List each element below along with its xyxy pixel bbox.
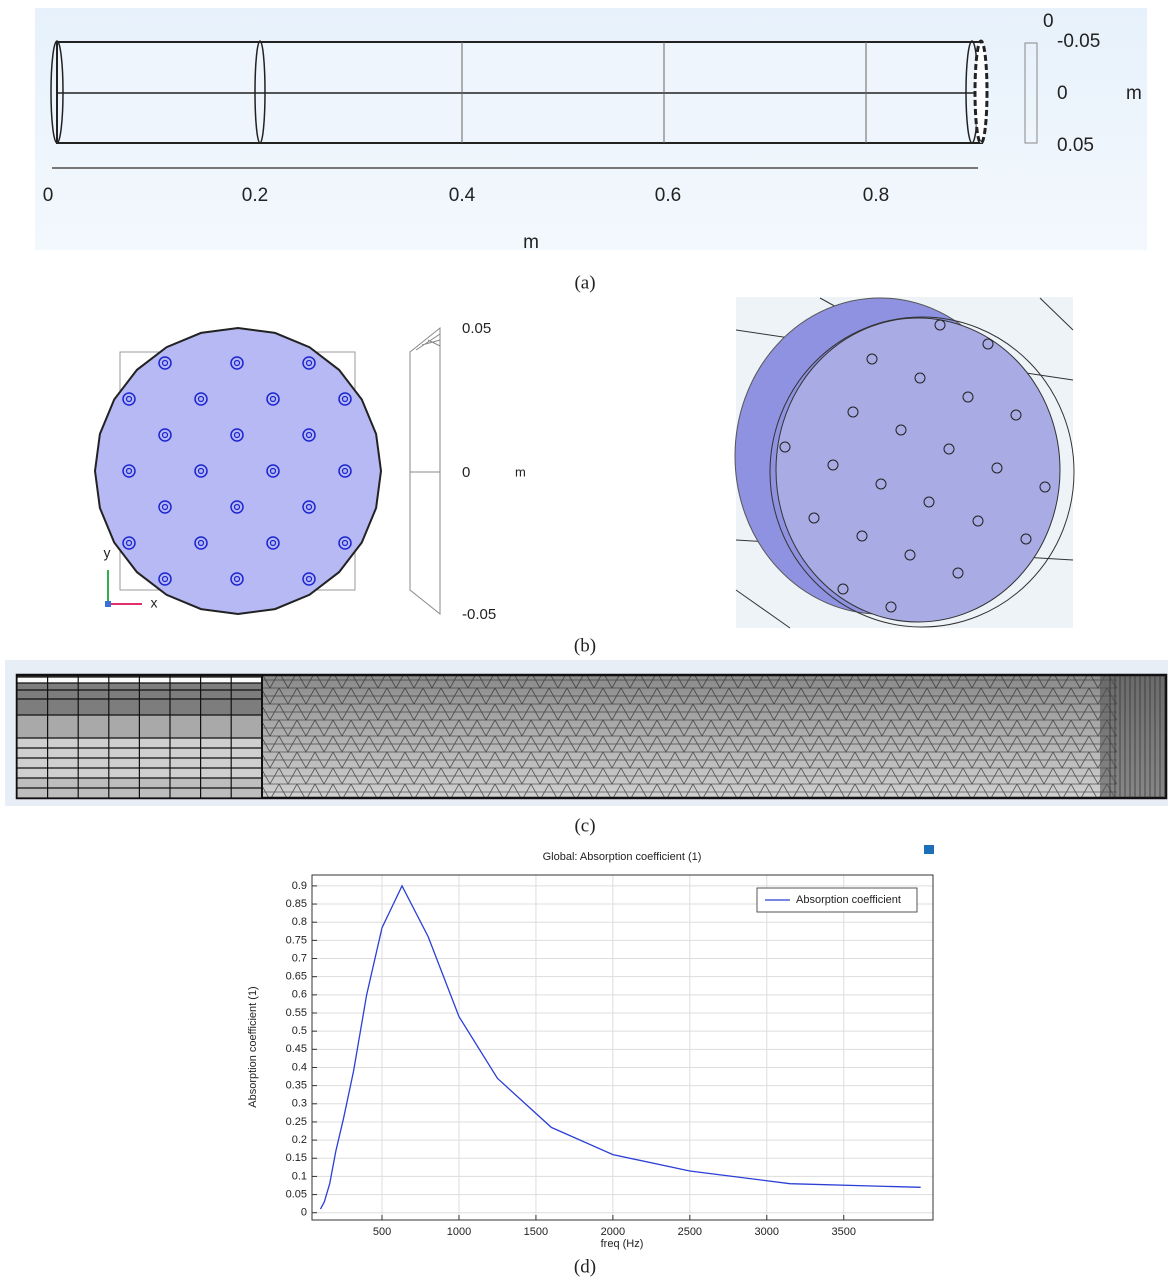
caption: (a) [574, 272, 595, 293]
y-tick-label: 0 [301, 1207, 307, 1219]
chart-title: Global: Absorption coefficient (1) [543, 851, 702, 863]
unit-label: m [1126, 83, 1142, 104]
y-tick-label: 0.7 [292, 952, 307, 964]
tick-label: 0.05 [462, 320, 491, 337]
y-tick-label: 0.3 [292, 1098, 307, 1110]
legend-label: Absorption coefficient [796, 894, 901, 906]
x-tick-label: 2500 [678, 1226, 702, 1238]
y-tick-label: 0.85 [286, 898, 307, 910]
unit-label: m [523, 232, 539, 253]
caption: (c) [574, 815, 595, 836]
icon [924, 845, 934, 854]
panel-c [5, 660, 1168, 806]
y-tick-label: 0.45 [286, 1043, 307, 1055]
caption: (b) [574, 635, 596, 656]
tick-label: 0.05 [1057, 135, 1094, 156]
x-axis-label: freq (Hz) [601, 1238, 644, 1250]
x-tick-label: 3500 [831, 1226, 855, 1238]
tick-label: 0 [462, 464, 470, 481]
tick-label: -0.05 [1057, 31, 1100, 52]
y-tick-label: 0.8 [292, 916, 307, 928]
x-tick-label: 1500 [524, 1226, 548, 1238]
axis-label: y [104, 545, 111, 561]
caption: (d) [574, 1256, 596, 1277]
y-tick-label: 0.15 [286, 1152, 307, 1164]
y-tick-label: 0.25 [286, 1116, 307, 1128]
tick-label: 0.2 [242, 185, 268, 206]
triangular-mesh [262, 675, 1117, 798]
tick-label: 0.8 [863, 185, 889, 206]
figure: 0 0.2 0.4 0.6 0.8 m 0 -0.05 0 0.05 m (a)… [0, 0, 1169, 1284]
y-tick-label: 0.5 [292, 1025, 307, 1037]
chart: Global: Absorption coefficient (1) freq … [247, 845, 934, 1250]
tick-label: 0.6 [655, 185, 681, 206]
plate-face [776, 318, 1060, 622]
y-tick-label: 0.6 [292, 989, 307, 1001]
scale-bar [410, 328, 440, 614]
page: {"captions": ["(a)", "(b)", "(c)", "(d)"… [0, 0, 1169, 1284]
y-tick-label: 0.65 [286, 971, 307, 983]
y-tick-label: 0.4 [292, 1061, 307, 1073]
axis-label: x [151, 595, 158, 611]
plot-area [312, 875, 933, 1220]
panel-b: y x 0.05 0 -0.05 m [95, 297, 1074, 628]
y-tick-label: 0.55 [286, 1007, 307, 1019]
tick-label: 0 [1043, 11, 1054, 32]
unit-label: m [515, 464, 526, 479]
tick-label: 0.4 [449, 185, 476, 206]
y-tick-label: 0.2 [292, 1134, 307, 1146]
y-tick-label: 0.75 [286, 934, 307, 946]
x-tick-label: 500 [373, 1226, 391, 1238]
panel-a: 0 0.2 0.4 0.6 0.8 m 0 -0.05 0 0.05 m [35, 8, 1147, 253]
y-axis-label: Absorption coefficient (1) [247, 986, 259, 1107]
x-tick-label: 2000 [601, 1226, 625, 1238]
y-tick-label: 0.35 [286, 1080, 307, 1092]
y-tick-label: 0.1 [292, 1170, 307, 1182]
y-tick-label: 0.05 [286, 1188, 307, 1200]
y-tick-label: 0.9 [292, 880, 307, 892]
sample [975, 41, 987, 143]
origin [105, 601, 111, 607]
tick-label: 0 [1057, 83, 1068, 104]
tick-label: -0.05 [462, 606, 496, 623]
perforated-plate [95, 328, 381, 614]
tick-label: 0 [43, 185, 54, 206]
x-tick-label: 1000 [447, 1226, 471, 1238]
x-tick-label: 3000 [755, 1226, 779, 1238]
